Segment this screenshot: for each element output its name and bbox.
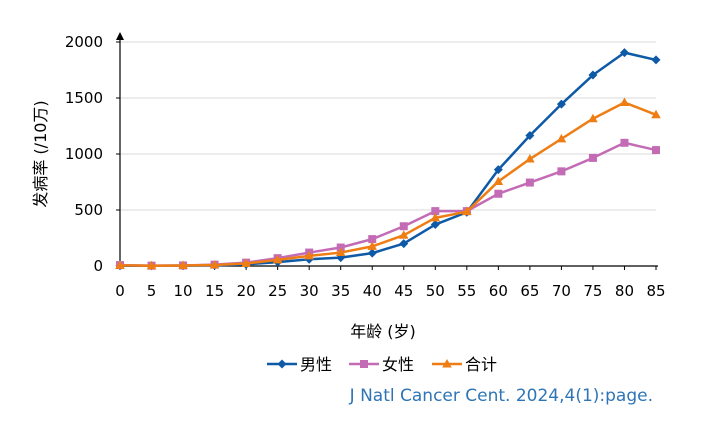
y-tick-label: 1000 (65, 145, 103, 163)
data-point-triangle (241, 258, 251, 268)
source-citation: J Natl Cancer Cent. 2024,4(1):page. (349, 386, 653, 406)
data-point-square (652, 146, 660, 155)
data-point-triangle (619, 97, 630, 106)
data-point-diamond (525, 131, 535, 141)
legend-label: 男性 (300, 355, 332, 374)
x-tick-label: 40 (363, 282, 382, 300)
data-point-square (431, 207, 440, 216)
data-point-triangle (493, 176, 504, 185)
data-point-square (336, 243, 345, 252)
x-tick-label: 75 (583, 282, 602, 300)
y-tick-labels: 0 500 1000 1500 2000 (65, 33, 103, 275)
data-point-square (525, 178, 534, 187)
gridlines (120, 41, 656, 211)
data-point-triangle (651, 109, 661, 119)
data-point-diamond (493, 165, 503, 175)
data-point-triangle (178, 260, 188, 270)
legend-label: 合计 (465, 355, 497, 374)
y-tick-label: 1500 (65, 89, 103, 107)
data-point-square (494, 189, 503, 198)
data-point-square (557, 167, 566, 176)
data-point-triangle (115, 260, 125, 269)
data-point-diamond (556, 99, 566, 109)
data-point-triangle (335, 247, 346, 257)
data-point-square (620, 138, 629, 147)
series-triangle (115, 97, 661, 270)
data-point-square (399, 222, 408, 231)
x-tick-label: 55 (457, 282, 476, 300)
y-axis-arrow (116, 32, 124, 40)
series-group (115, 48, 661, 271)
data-point-diamond (619, 48, 629, 58)
data-point-triangle (398, 230, 409, 239)
x-tick-label: 85 (646, 282, 665, 300)
data-point-diamond (367, 248, 377, 258)
x-tick-label: 45 (394, 282, 413, 300)
data-point-triangle (367, 241, 378, 250)
y-tick-label: 500 (74, 201, 103, 219)
series-diamond (115, 48, 661, 271)
data-point-diamond (399, 239, 409, 249)
data-point-triangle (209, 259, 220, 269)
x-tick-label: 65 (520, 282, 539, 300)
data-point-triangle (430, 212, 441, 222)
data-point-square (360, 360, 368, 368)
x-tick-label: 35 (331, 282, 350, 300)
data-point-diamond (588, 70, 598, 80)
x-tick-label: 5 (147, 282, 157, 300)
data-point-diamond (277, 359, 287, 369)
data-point-triangle (556, 133, 567, 143)
x-tick-label: 80 (615, 282, 634, 300)
x-axis-title: 年龄 (岁) (350, 322, 416, 341)
data-point-triangle (442, 359, 452, 368)
data-point-diamond (651, 55, 661, 65)
legend: 男性 女性 合计 (267, 355, 497, 374)
data-point-diamond (430, 220, 440, 230)
data-point-triangle (462, 206, 472, 216)
data-point-triangle (588, 113, 598, 123)
x-tick-label: 70 (552, 282, 571, 300)
data-point-triangle (272, 254, 283, 264)
y-tick-label: 2000 (65, 33, 103, 51)
x-tick-label: 50 (426, 282, 445, 300)
x-tick-label: 10 (174, 282, 193, 300)
data-point-square (368, 235, 377, 244)
data-point-triangle (525, 154, 535, 163)
x-tick-labels: 0 5 10 15 20 25 30 35 40 45 50 55 60 65 70 75 80 85 (115, 282, 665, 300)
y-axis-title: 发病率 (/10万) (31, 100, 50, 207)
y-tick-label: 0 (93, 257, 103, 275)
series-square (116, 138, 660, 270)
legend-label: 女性 (382, 355, 414, 374)
x-tick-label: 25 (268, 282, 287, 300)
data-point-triangle (304, 250, 314, 260)
series-line (119, 101, 657, 268)
x-tick-label: 15 (205, 282, 224, 300)
x-tick-label: 20 (237, 282, 256, 300)
data-point-square (588, 153, 597, 162)
x-tick-label: 60 (489, 282, 508, 300)
x-tick-label: 0 (115, 282, 125, 300)
data-point-triangle (146, 260, 157, 270)
x-tick-label: 30 (300, 282, 319, 300)
